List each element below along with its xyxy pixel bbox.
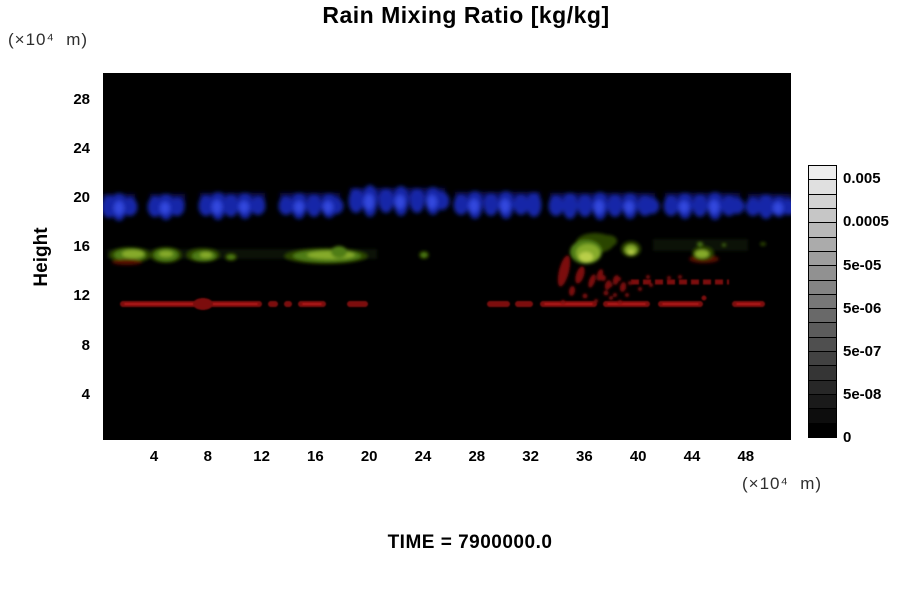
x-tick-label: 36 <box>576 448 593 465</box>
red-fallout-streaks <box>557 255 682 304</box>
colorbar-tick-label: 5e-08 <box>843 385 882 403</box>
x-tick-label: 12 <box>253 448 270 465</box>
colorbar-segment <box>809 166 836 181</box>
colorbar-segment <box>809 237 836 252</box>
x-tick-label: 8 <box>203 448 212 465</box>
colorbar-tick-label: 5e-07 <box>843 342 882 360</box>
x-tick-label: 44 <box>683 448 701 465</box>
colorbar-segment <box>809 409 836 424</box>
colorbar-tick-label: 5e-06 <box>843 299 882 317</box>
colorbar-segment <box>809 323 836 338</box>
colorbar-segment <box>809 380 836 395</box>
colorbar-tick-label: 5e-05 <box>843 256 882 274</box>
green-cloud-blobs <box>109 233 766 265</box>
colorbar-segment <box>809 337 836 353</box>
plot-area <box>101 73 797 440</box>
colorbar-segment <box>809 423 836 437</box>
x-tick-label: 24 <box>414 448 432 465</box>
x-tick-label: 20 <box>360 448 378 465</box>
mixing-ratio-field <box>101 73 797 440</box>
colorbar-segment <box>809 352 836 367</box>
y-tick-label: 16 <box>73 238 90 256</box>
colorbar-segment <box>809 194 836 209</box>
colorbar-tick-label: 0.005 <box>843 170 881 188</box>
colorbar-tick-label: 0 <box>843 429 852 446</box>
x-tick-label: 16 <box>307 448 324 465</box>
x-tick-label: 4 <box>149 448 159 465</box>
x-tick-label: 32 <box>522 448 539 465</box>
time-label: TIME = 7900000.0 <box>387 532 553 553</box>
y-axis-unit-label: (×10⁴ m) <box>8 30 89 49</box>
y-tick-label: 20 <box>73 189 90 207</box>
colorbar-segment <box>809 208 836 224</box>
y-tick-label: 12 <box>73 287 90 305</box>
colorbar-segment <box>809 366 836 381</box>
red-rain-band <box>120 279 765 310</box>
colorbar-segment <box>809 294 836 310</box>
y-tick-label: 24 <box>73 140 90 158</box>
colorbar <box>808 165 837 438</box>
x-tick-label: 40 <box>629 448 647 465</box>
colorbar-segment <box>809 266 836 281</box>
chart-title: Rain Mixing Ratio [kg/kg] <box>322 2 610 28</box>
x-axis-unit-label: (×10⁴ m) <box>742 474 823 493</box>
colorbar-segment <box>809 223 836 238</box>
x-tick-label: 28 <box>468 448 486 465</box>
x-tick-label: 48 <box>737 448 755 465</box>
y-tick-label: 4 <box>81 385 90 403</box>
blue-cloud-band <box>101 185 797 221</box>
colorbar-segment <box>809 280 836 295</box>
y-tick-label: 8 <box>81 336 90 354</box>
colorbar-segment <box>809 180 836 195</box>
colorbar-segment <box>809 395 836 410</box>
colorbar-segment <box>809 309 836 324</box>
y-tick-label: 28 <box>73 91 90 108</box>
colorbar-segment <box>809 251 836 267</box>
colorbar-tick-label: 0.0005 <box>843 213 889 231</box>
